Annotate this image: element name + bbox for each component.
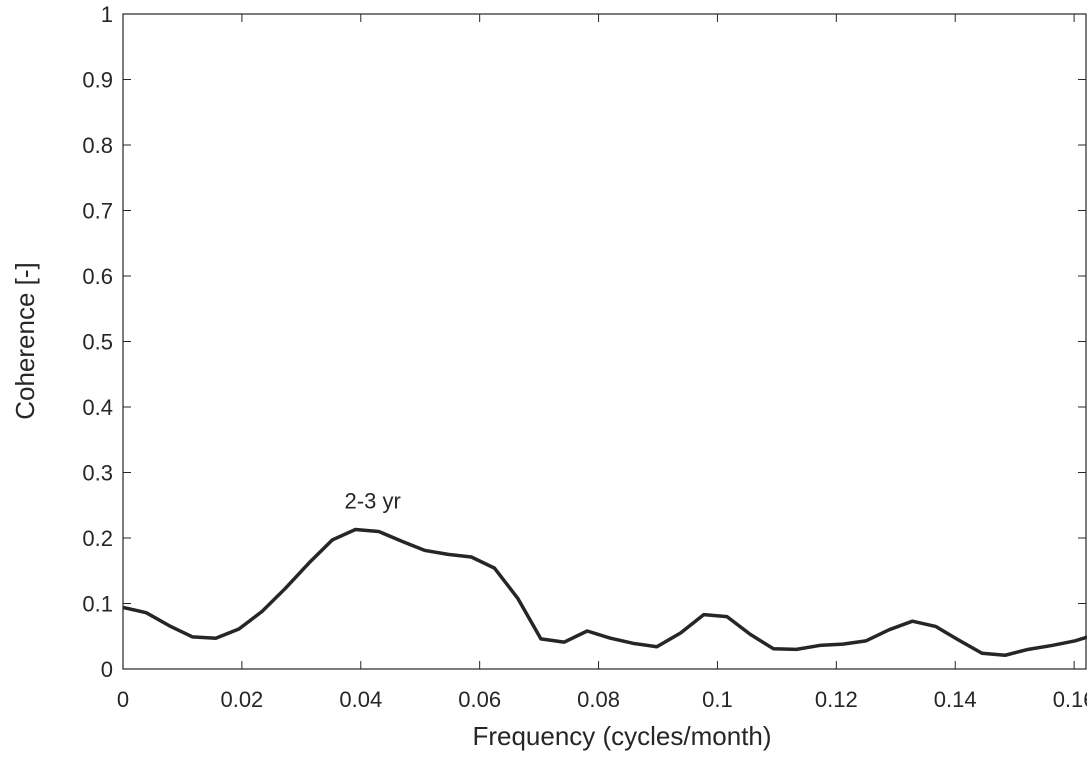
x-tick-label: 0.06 (458, 687, 501, 712)
x-tick-label: 0.1 (702, 687, 733, 712)
y-tick-label: 0.9 (82, 68, 113, 93)
x-tick-label: 0.08 (577, 687, 620, 712)
y-tick-label: 0.8 (82, 133, 113, 158)
annotation: 2-3 yr (345, 489, 401, 514)
y-tick-label: 0.5 (82, 330, 113, 355)
y-axis-label: Coherence [-] (10, 262, 40, 420)
y-tick-label: 0.4 (82, 395, 113, 420)
y-tick-label: 0.3 (82, 461, 113, 486)
x-tick-label: 0.16 (1053, 687, 1087, 712)
x-tick-label: 0.14 (934, 687, 977, 712)
y-tick-label: 1 (101, 2, 113, 27)
x-tick-label: 0 (117, 687, 129, 712)
x-tick-label: 0.04 (339, 687, 382, 712)
x-tick-label: 0.02 (220, 687, 263, 712)
plot-area (123, 527, 1087, 657)
data-line (123, 527, 1087, 657)
y-tick-label: 0 (101, 657, 113, 682)
y-tick-label: 0.7 (82, 199, 113, 224)
x-axis-label: Frequency (cycles/month) (472, 721, 771, 751)
plot-frame (122, 13, 1087, 670)
y-tick-label: 0.2 (82, 526, 113, 551)
y-tick-label: 0.6 (82, 264, 113, 289)
x-tick-label: 0.12 (815, 687, 858, 712)
y-tick-label: 0.1 (82, 592, 113, 617)
